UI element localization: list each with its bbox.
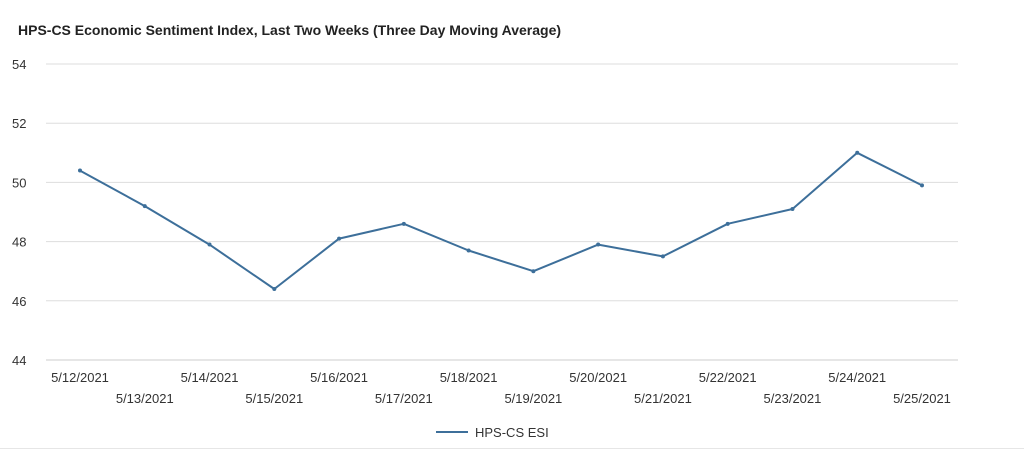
data-point <box>401 221 406 226</box>
x-tick-label: 5/20/2021 <box>569 370 627 385</box>
data-point <box>207 242 212 247</box>
y-tick-label: 50 <box>12 175 26 190</box>
x-tick-label: 5/18/2021 <box>440 370 498 385</box>
data-point <box>596 242 601 247</box>
bottom-divider <box>0 448 1024 449</box>
x-tick-label: 5/21/2021 <box>634 391 692 406</box>
data-point <box>855 150 860 155</box>
data-point <box>142 204 147 209</box>
x-tick-label: 5/16/2021 <box>310 370 368 385</box>
legend-label: HPS-CS ESI <box>475 425 549 440</box>
data-point <box>790 207 795 212</box>
data-point <box>920 183 924 188</box>
x-tick-label: 5/22/2021 <box>699 370 757 385</box>
x-tick-label: 5/12/2021 <box>51 370 109 385</box>
y-tick-label: 44 <box>12 353 26 368</box>
y-tick-label: 54 <box>12 57 26 72</box>
x-tick-label: 5/13/2021 <box>116 391 174 406</box>
y-tick-label: 48 <box>12 235 26 250</box>
y-tick-label: 46 <box>12 294 26 309</box>
data-point <box>78 168 82 173</box>
data-point <box>725 221 730 226</box>
x-tick-label: 5/19/2021 <box>504 391 562 406</box>
data-point <box>660 254 665 259</box>
data-point <box>337 236 342 241</box>
x-tick-label: 5/17/2021 <box>375 391 433 406</box>
y-tick-label: 52 <box>12 116 26 131</box>
chart-title: HPS-CS Economic Sentiment Index, Last Tw… <box>18 22 562 38</box>
x-tick-label: 5/24/2021 <box>828 370 886 385</box>
series-line <box>79 151 923 290</box>
x-tick-label: 5/23/2021 <box>764 391 822 406</box>
x-tick-label: 5/14/2021 <box>181 370 239 385</box>
x-tick-label: 5/25/2021 <box>893 391 951 406</box>
x-tick-label: 5/15/2021 <box>245 391 303 406</box>
data-point <box>272 286 277 291</box>
data-point <box>531 269 536 274</box>
data-point <box>466 248 471 253</box>
